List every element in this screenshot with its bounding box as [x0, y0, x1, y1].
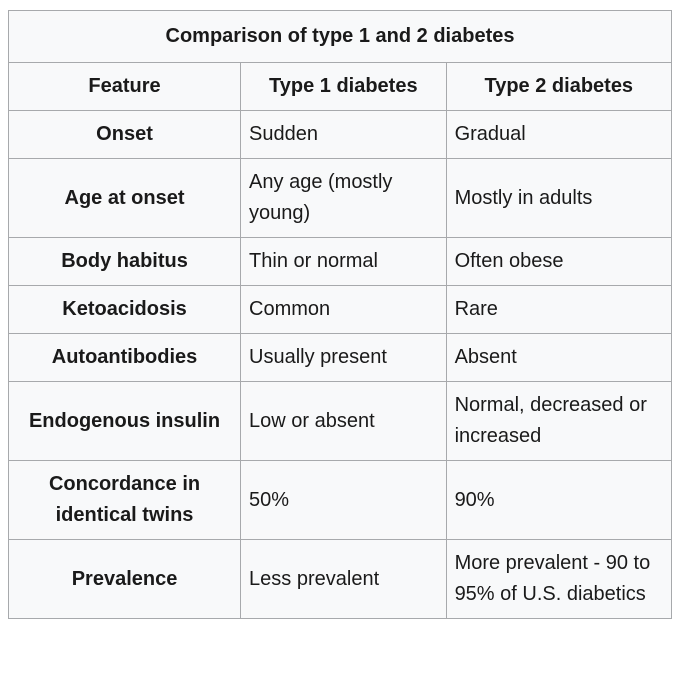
type1-value: Common: [241, 286, 447, 334]
type2-value: Often obese: [446, 238, 671, 286]
feature-label: Prevalence: [9, 540, 241, 619]
table-row: Endogenous insulin Low or absent Normal,…: [9, 382, 672, 461]
table-row: Concordance in identical twins 50% 90%: [9, 461, 672, 540]
table-row: Body habitus Thin or normal Often obese: [9, 238, 672, 286]
feature-label: Body habitus: [9, 238, 241, 286]
type2-value: Rare: [446, 286, 671, 334]
type2-value: Absent: [446, 334, 671, 382]
table-header-row: Feature Type 1 diabetes Type 2 diabetes: [9, 63, 672, 111]
table-row: Autoantibodies Usually present Absent: [9, 334, 672, 382]
table-row: Ketoacidosis Common Rare: [9, 286, 672, 334]
table-row: Age at onset Any age (mostly young) Most…: [9, 159, 672, 238]
feature-label: Ketoacidosis: [9, 286, 241, 334]
col-header-feature: Feature: [9, 63, 241, 111]
type2-value: Normal, decreased or increased: [446, 382, 671, 461]
feature-label: Autoantibodies: [9, 334, 241, 382]
type1-value: Less prevalent: [241, 540, 447, 619]
feature-label: Concordance in identical twins: [9, 461, 241, 540]
feature-label: Endogenous insulin: [9, 382, 241, 461]
feature-label: Age at onset: [9, 159, 241, 238]
col-header-type2: Type 2 diabetes: [446, 63, 671, 111]
type2-value: Mostly in adults: [446, 159, 671, 238]
feature-label: Onset: [9, 111, 241, 159]
type1-value: Usually present: [241, 334, 447, 382]
type1-value: Low or absent: [241, 382, 447, 461]
table-title: Comparison of type 1 and 2 diabetes: [9, 11, 672, 63]
type2-value: Gradual: [446, 111, 671, 159]
type1-value: Sudden: [241, 111, 447, 159]
type1-value: Any age (mostly young): [241, 159, 447, 238]
table-row: Onset Sudden Gradual: [9, 111, 672, 159]
col-header-type1: Type 1 diabetes: [241, 63, 447, 111]
type1-value: 50%: [241, 461, 447, 540]
type1-value: Thin or normal: [241, 238, 447, 286]
table-title-row: Comparison of type 1 and 2 diabetes: [9, 11, 672, 63]
type2-value: 90%: [446, 461, 671, 540]
diabetes-comparison-table: Comparison of type 1 and 2 diabetes Feat…: [8, 10, 672, 619]
table-row: Prevalence Less prevalent More prevalent…: [9, 540, 672, 619]
type2-value: More prevalent - 90 to 95% of U.S. diabe…: [446, 540, 671, 619]
